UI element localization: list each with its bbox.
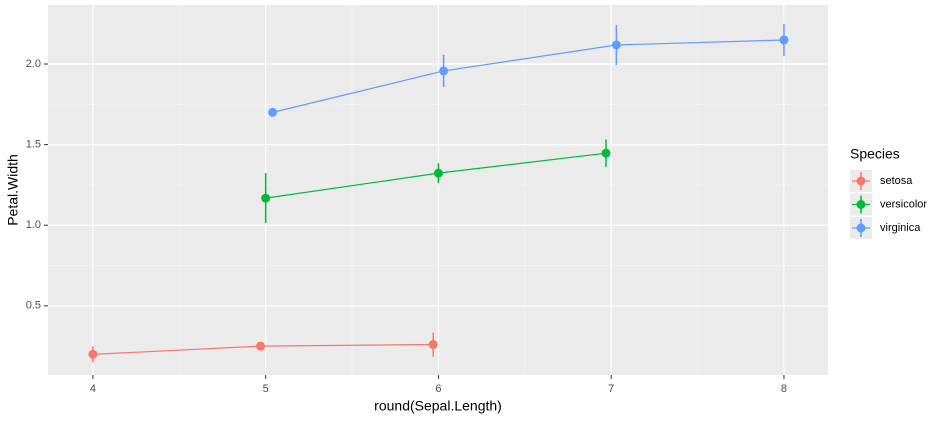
point bbox=[268, 107, 278, 117]
y-tick-label: 1.0 bbox=[26, 219, 41, 231]
point bbox=[439, 66, 449, 76]
legend-key-point bbox=[856, 200, 866, 209]
point bbox=[611, 40, 621, 50]
point bbox=[601, 148, 611, 158]
y-tick-label: 1.5 bbox=[26, 139, 41, 151]
x-tick-label: 7 bbox=[608, 383, 614, 395]
legend-key-point bbox=[856, 176, 866, 186]
y-tick-label: 0.5 bbox=[26, 300, 41, 312]
x-tick-label: 5 bbox=[263, 383, 269, 395]
y-tick-label: 2.0 bbox=[26, 58, 41, 70]
point bbox=[261, 193, 271, 203]
legend-label: setosa bbox=[880, 175, 913, 187]
x-tick-label: 6 bbox=[435, 383, 441, 395]
legend-label: virginica bbox=[880, 222, 921, 234]
legend-key-point bbox=[856, 223, 866, 233]
point bbox=[433, 168, 443, 178]
x-axis-title: round(Sepal.Length) bbox=[374, 398, 502, 414]
point bbox=[428, 340, 438, 350]
point bbox=[88, 349, 98, 359]
x-tick-label: 8 bbox=[781, 383, 787, 395]
point bbox=[255, 341, 265, 351]
legend-label: versicolor bbox=[880, 198, 927, 210]
x-tick-label: 4 bbox=[90, 383, 96, 395]
y-axis-title: Petal.Width bbox=[5, 154, 21, 226]
series-line bbox=[272, 39, 784, 113]
point bbox=[779, 35, 789, 45]
legend-title: Species bbox=[850, 146, 900, 162]
